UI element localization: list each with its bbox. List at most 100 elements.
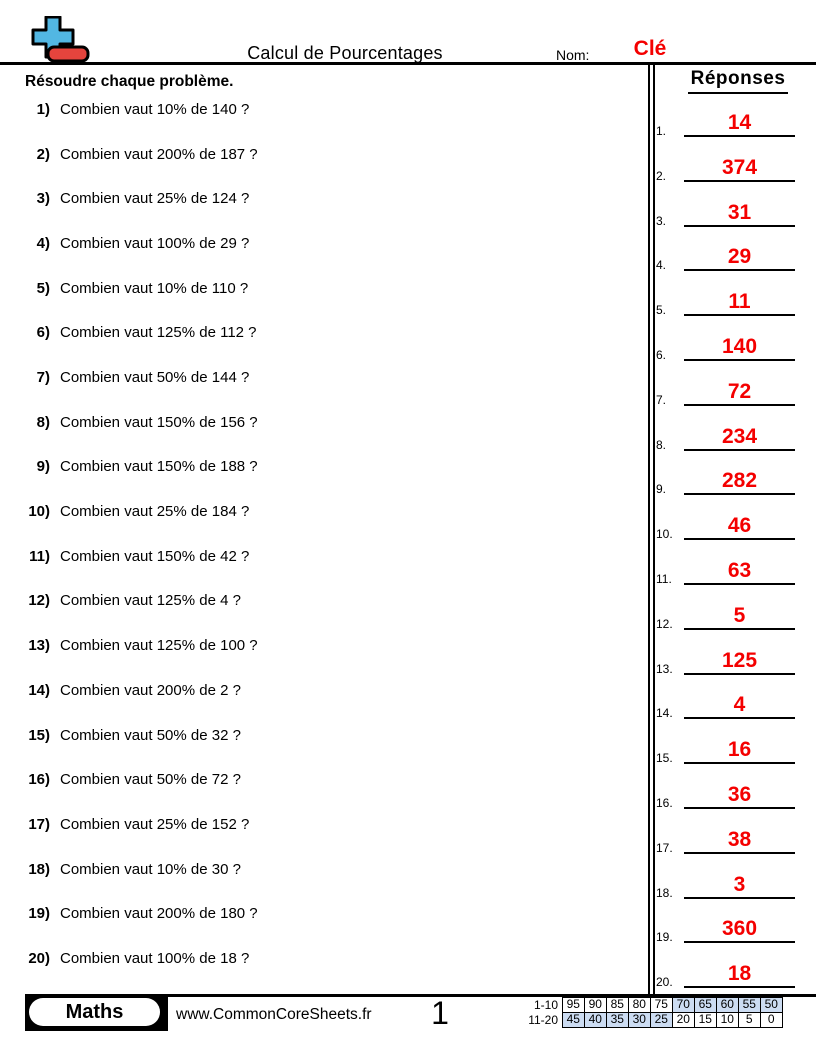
question-row: 4) Combien vaut 100% de 29 ? — [0, 235, 640, 255]
question-number: 10) — [28, 503, 50, 521]
question-row: 8) Combien vaut 150% de 156 ? — [0, 414, 640, 434]
answer-number: 9. — [656, 482, 667, 497]
question-text: Combien vaut 150% de 42 ? — [60, 547, 250, 565]
answer-row: 6. 140 — [0, 335, 816, 365]
answer-number: 2. — [656, 168, 667, 183]
question-number: 12) — [28, 592, 50, 610]
answer-value: 72 — [727, 379, 752, 403]
question-number: 16) — [28, 771, 50, 789]
answer-value: 360 — [721, 917, 758, 941]
answer-blank-line — [684, 135, 795, 137]
page-title: Calcul de Pourcentages — [247, 43, 443, 63]
question-row: 18) Combien vaut 10% de 30 ? — [0, 861, 640, 881]
question-number: 7) — [36, 369, 50, 387]
question-text: Combien vaut 25% de 184 ? — [60, 503, 250, 521]
question-row: 6) Combien vaut 125% de 112 ? — [0, 324, 640, 344]
name-label: Nom: — [556, 47, 590, 63]
question-row: 7) Combien vaut 50% de 144 ? — [0, 369, 640, 389]
question-number: 18) — [28, 860, 50, 878]
answer-number: 14. — [656, 706, 673, 721]
question-text: Combien vaut 25% de 152 ? — [60, 815, 250, 833]
question-row: 11) Combien vaut 150% de 42 ? — [0, 548, 640, 568]
plus-minus-logo-icon — [31, 16, 90, 63]
answer-row: 4. 29 — [0, 245, 816, 275]
question-row: 14) Combien vaut 200% de 2 ? — [0, 682, 640, 702]
answer-blank-line — [684, 851, 795, 854]
answer-row: 14. 4 — [0, 693, 816, 723]
answer-value: 16 — [727, 738, 752, 762]
question-text: Combien vaut 50% de 144 ? — [60, 369, 250, 387]
question-number: 5) — [36, 279, 50, 297]
answer-row: 3. 31 — [0, 201, 816, 231]
answer-row: 16. 36 — [0, 783, 816, 813]
score-cell: 0 — [759, 1011, 783, 1028]
score-row: 11-20 45 40 35 30 25 20 15 10 5 0 — [497, 1011, 783, 1028]
question-text: Combien vaut 100% de 29 ? — [60, 235, 250, 253]
question-text: Combien vaut 10% de 110 ? — [60, 279, 249, 297]
answer-value: 5 — [733, 603, 746, 627]
answer-row: 5. 11 — [0, 290, 816, 320]
answer-value: 18 — [727, 962, 752, 986]
answer-number: 16. — [656, 796, 673, 810]
question-number: 17) — [28, 815, 50, 833]
question-number: 13) — [28, 637, 50, 655]
answer-number: 1. — [656, 124, 667, 138]
score-cell: 35 — [605, 1011, 629, 1028]
answer-blank-line — [684, 314, 795, 317]
question-row: 20) Combien vaut 100% de 18 ? — [0, 950, 640, 970]
answer-blank-line — [684, 672, 795, 675]
question-text: Combien vaut 10% de 140 ? — [60, 101, 250, 118]
answer-blank-line — [684, 269, 795, 272]
answer-value: 63 — [727, 559, 752, 582]
name-value: Clé — [633, 37, 667, 60]
answer-number: 7. — [656, 392, 667, 407]
question-row: 15) Combien vaut 50% de 32 ? — [0, 727, 640, 747]
answer-blank-line — [684, 493, 795, 496]
question-text: Combien vaut 50% de 72 ? — [60, 771, 241, 789]
question-text: Combien vaut 25% de 124 ? — [60, 190, 250, 208]
answer-value: 14 — [727, 111, 752, 134]
answer-number: 6. — [656, 348, 667, 362]
maths-badge-label: Maths — [29, 998, 160, 1026]
answer-value: 46 — [727, 514, 752, 538]
answer-value: 38 — [727, 827, 752, 851]
question-number: 11) — [29, 547, 50, 565]
answer-number: 12. — [656, 616, 673, 631]
answer-number: 20. — [656, 975, 673, 990]
answer-value: 282 — [721, 469, 758, 493]
question-text: Combien vaut 200% de 187 ? — [60, 145, 258, 163]
question-row: 13) Combien vaut 125% de 100 ? — [0, 637, 640, 657]
maths-badge: Maths — [25, 994, 168, 1031]
answer-value: 140 — [721, 335, 758, 358]
score-range-label: 1-10 — [533, 998, 558, 1012]
score-cell: 85 — [605, 997, 629, 1013]
instructions-text: Résoudre chaque problème. — [25, 73, 234, 90]
answer-row: 1. 14 — [0, 111, 816, 141]
answer-number: 11. — [656, 572, 672, 586]
answer-value: 3 — [733, 872, 746, 896]
answer-number: 13. — [656, 661, 673, 676]
question-row: 12) Combien vaut 125% de 4 ? — [0, 592, 640, 612]
answer-blank-line — [684, 179, 795, 182]
question-number: 4) — [36, 235, 50, 253]
question-number: 3) — [36, 190, 50, 208]
answer-value: 29 — [727, 245, 752, 269]
answer-number: 8. — [656, 437, 667, 452]
score-cell: 60 — [715, 997, 739, 1013]
answer-row: 10. 46 — [0, 514, 816, 544]
answer-row: 8. 234 — [0, 425, 816, 455]
answer-blank-line — [684, 538, 795, 541]
answers-title: Réponses — [660, 68, 816, 94]
question-row: 1) Combien vaut 10% de 140 ? — [0, 101, 640, 121]
question-text: Combien vaut 125% de 4 ? — [60, 592, 241, 610]
answer-blank-line — [684, 896, 795, 899]
score-range-label: 11-20 — [528, 1012, 558, 1027]
answer-number: 19. — [656, 930, 673, 945]
question-row: 3) Combien vaut 25% de 124 ? — [0, 190, 640, 210]
score-cell: 10 — [715, 1011, 739, 1028]
score-table: 1-10 95 90 85 80 75 70 65 60 55 50 11-20 45 40 35 30… — [497, 997, 783, 1028]
question-row: 5) Combien vaut 10% de 110 ? — [0, 280, 640, 300]
answer-row: 15. 16 — [0, 738, 816, 768]
answer-number: 3. — [656, 213, 667, 228]
question-text: Combien vaut 125% de 112 ? — [60, 324, 257, 342]
